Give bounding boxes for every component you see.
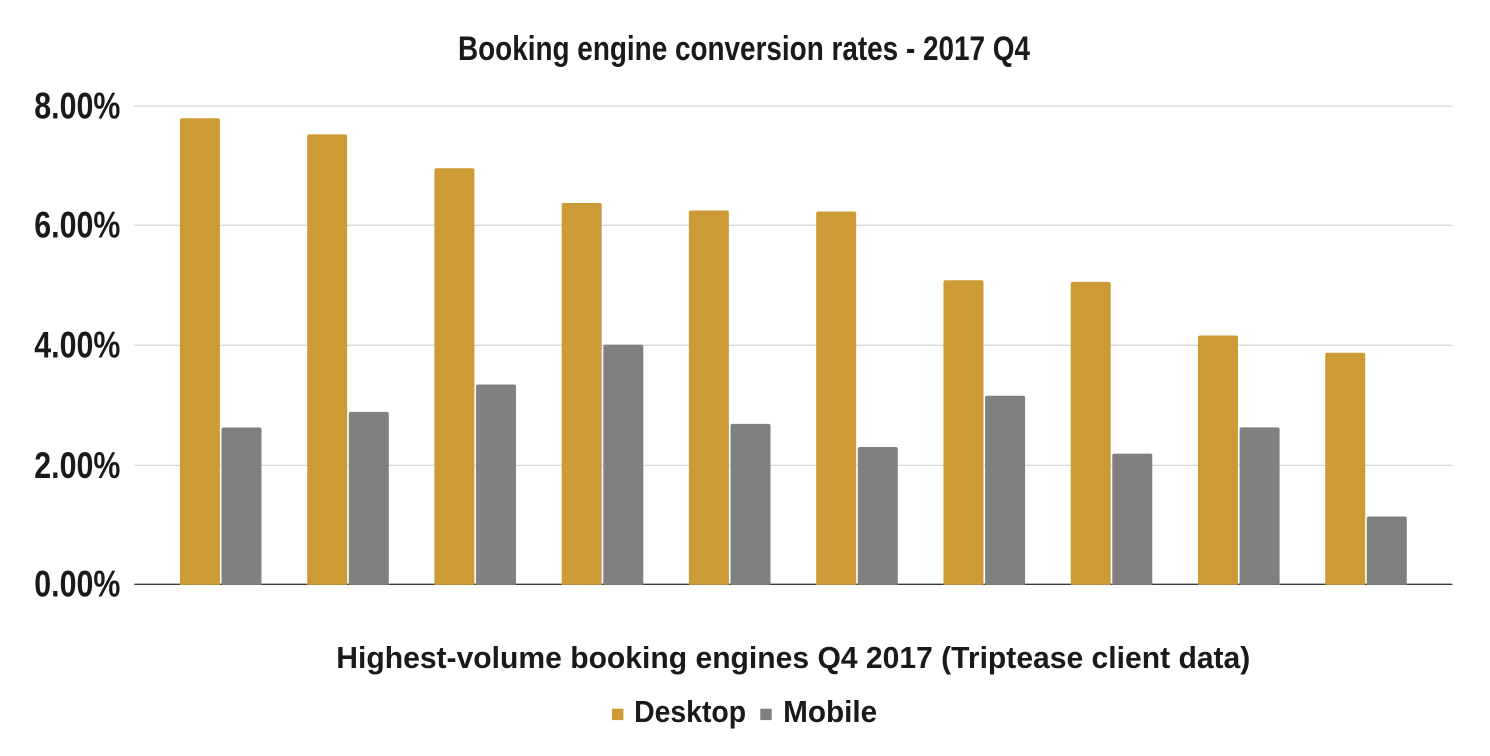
svg-text:6.00%: 6.00% — [34, 205, 120, 246]
svg-text:Highest-volume booking engines: Highest-volume booking engines Q4 2017 (… — [336, 640, 1250, 675]
svg-text:Desktop: Desktop — [634, 694, 746, 729]
svg-text:Mobile: Mobile — [783, 694, 877, 729]
svg-text:4.00%: 4.00% — [34, 325, 120, 366]
svg-text:2.00%: 2.00% — [34, 445, 120, 486]
svg-text:8.00%: 8.00% — [34, 86, 120, 127]
svg-text:0.00%: 0.00% — [34, 564, 120, 605]
svg-text:Booking engine conversion rate: Booking engine conversion rates - 2017 Q… — [458, 30, 1030, 68]
